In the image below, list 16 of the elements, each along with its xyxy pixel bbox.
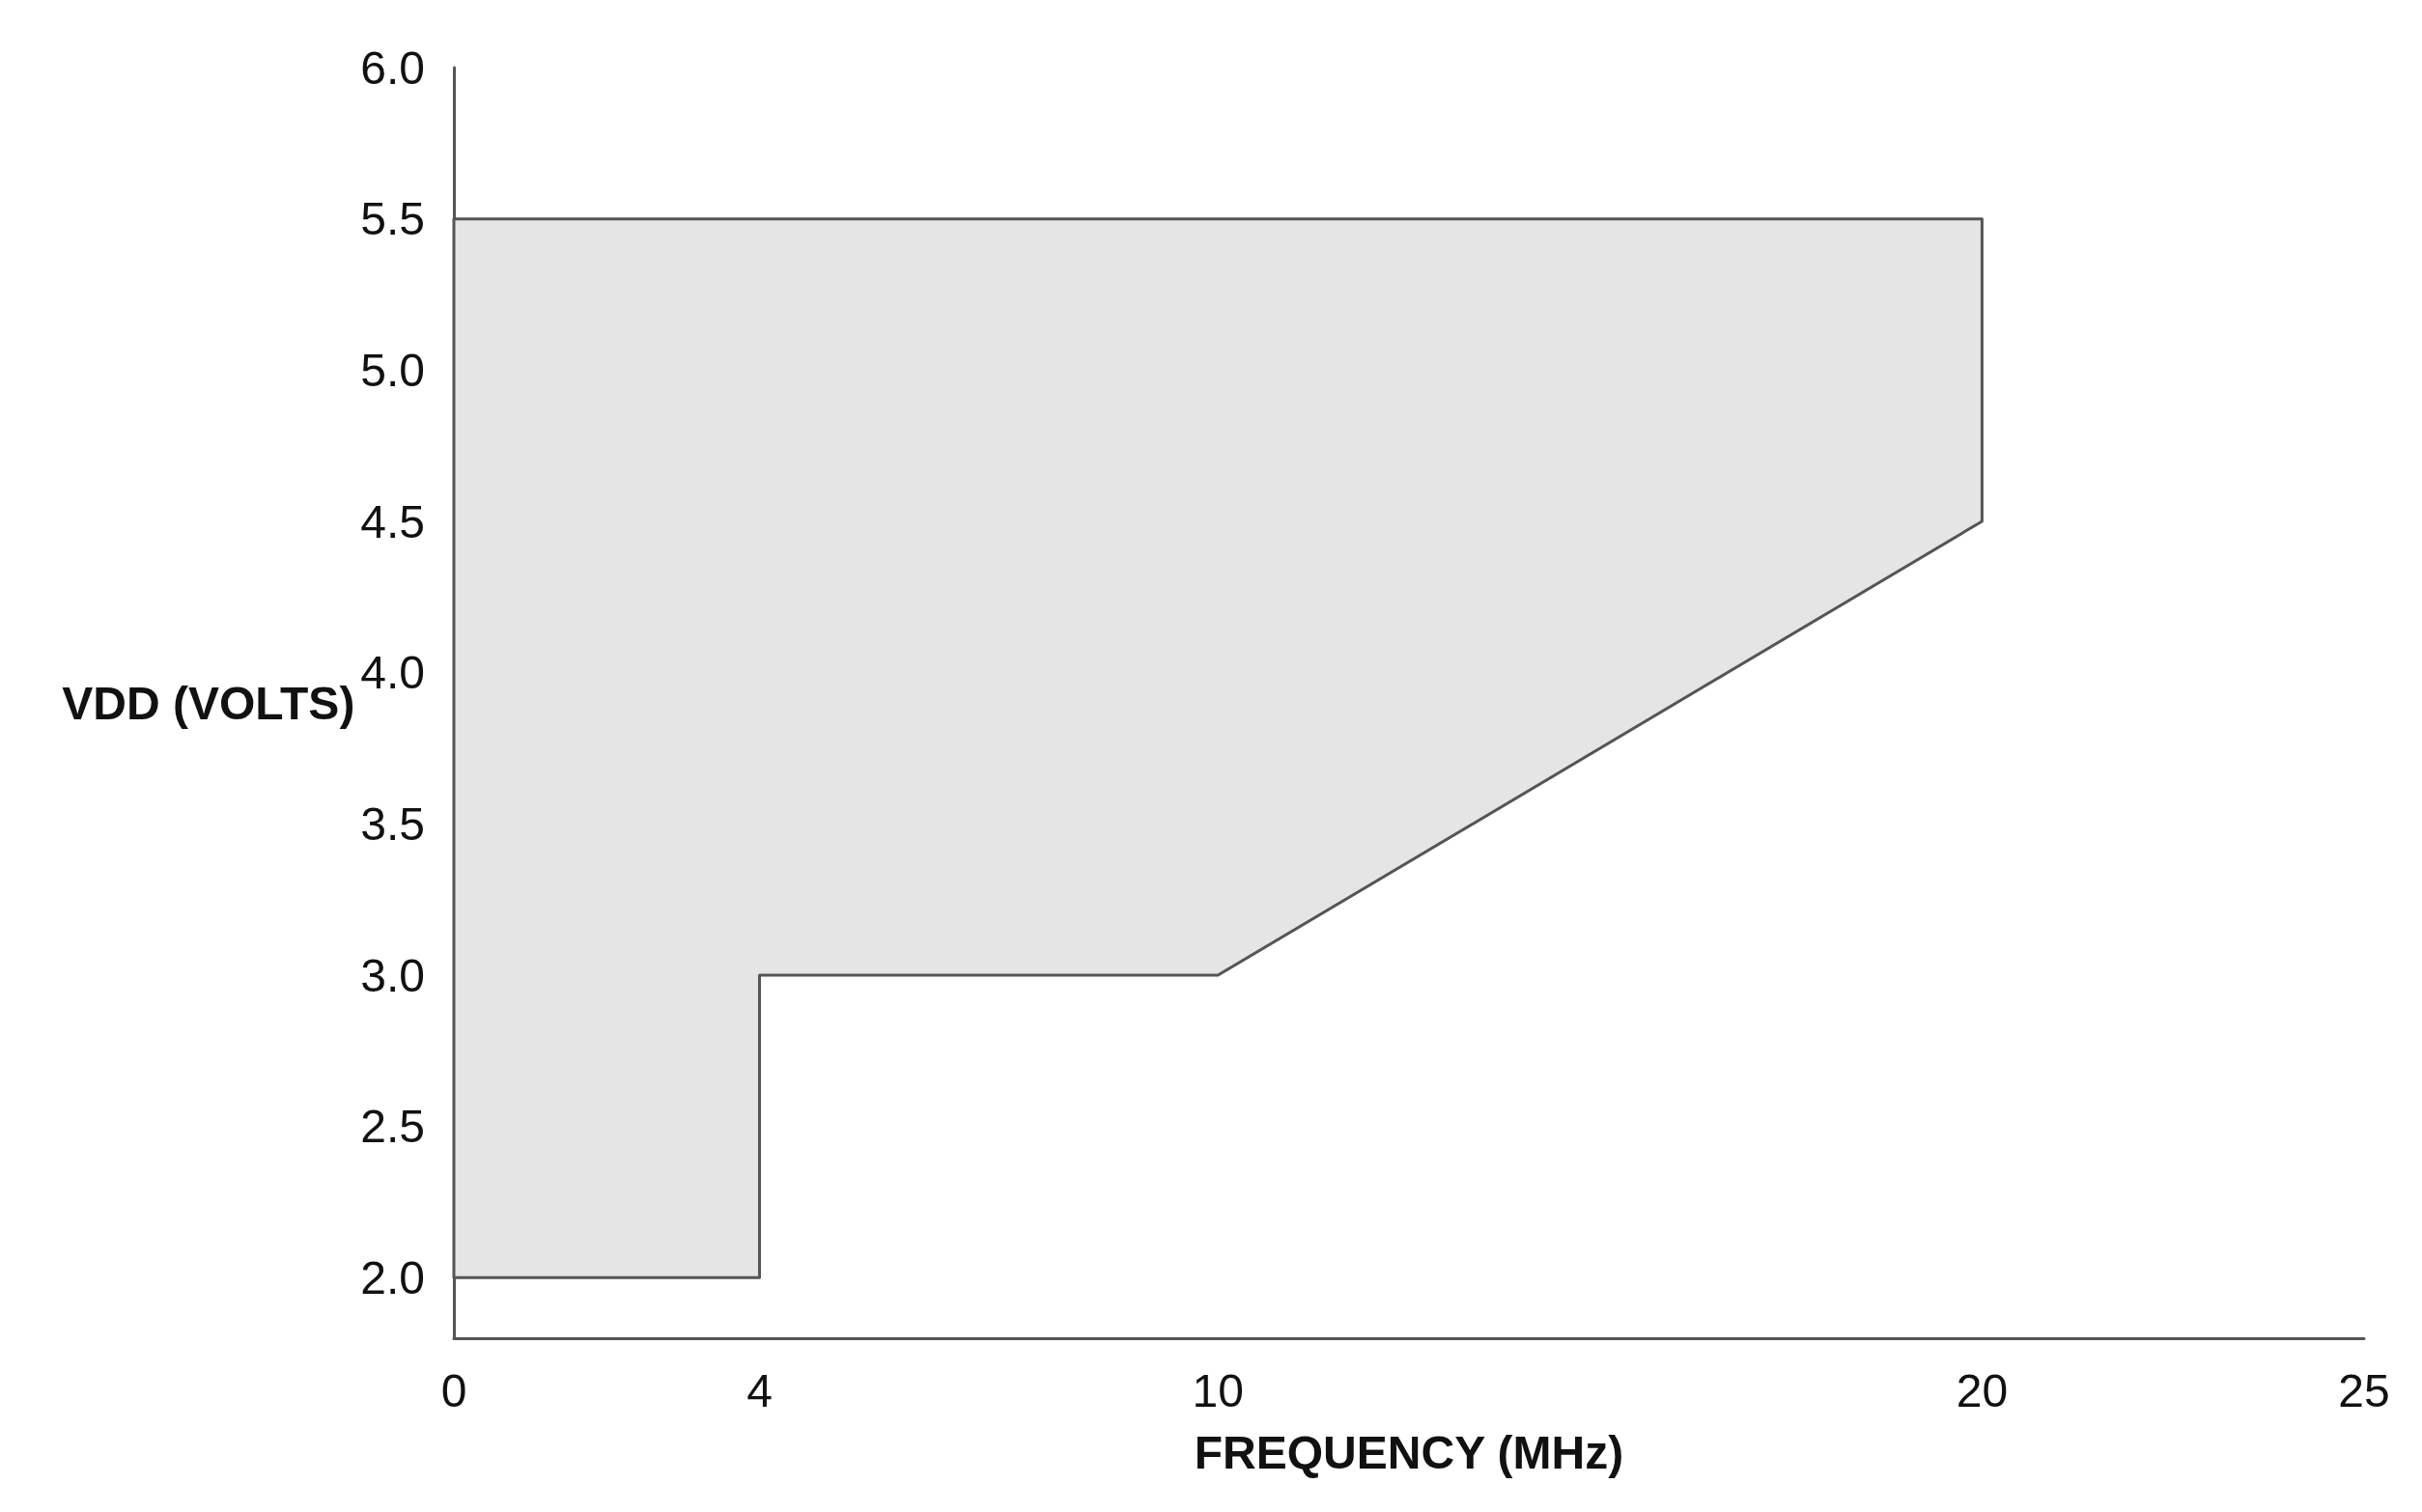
x-tick-label: 25: [2338, 1364, 2390, 1416]
x-tick-label: 20: [1956, 1364, 2009, 1416]
y-tick-label: 3.5: [360, 798, 425, 850]
y-tick-label: 6.0: [360, 42, 425, 94]
x-tick-label: 10: [1192, 1364, 1244, 1416]
y-axis-title: VDD (VOLTS): [62, 677, 355, 729]
y-tick-label: 2.0: [360, 1251, 425, 1303]
x-tick-label: 0: [440, 1364, 467, 1416]
y-tick-label: 4.0: [360, 647, 425, 699]
y-tick-label: 2.5: [360, 1101, 425, 1153]
y-tick-label: 5.5: [360, 193, 425, 245]
y-tick-label: 5.0: [360, 344, 425, 396]
x-tick-label: 4: [746, 1364, 773, 1416]
y-tick-label: 3.0: [360, 949, 425, 1001]
x-axis-title: FREQUENCY (MHz): [1194, 1426, 1624, 1478]
y-tick-label: 4.5: [360, 495, 425, 547]
